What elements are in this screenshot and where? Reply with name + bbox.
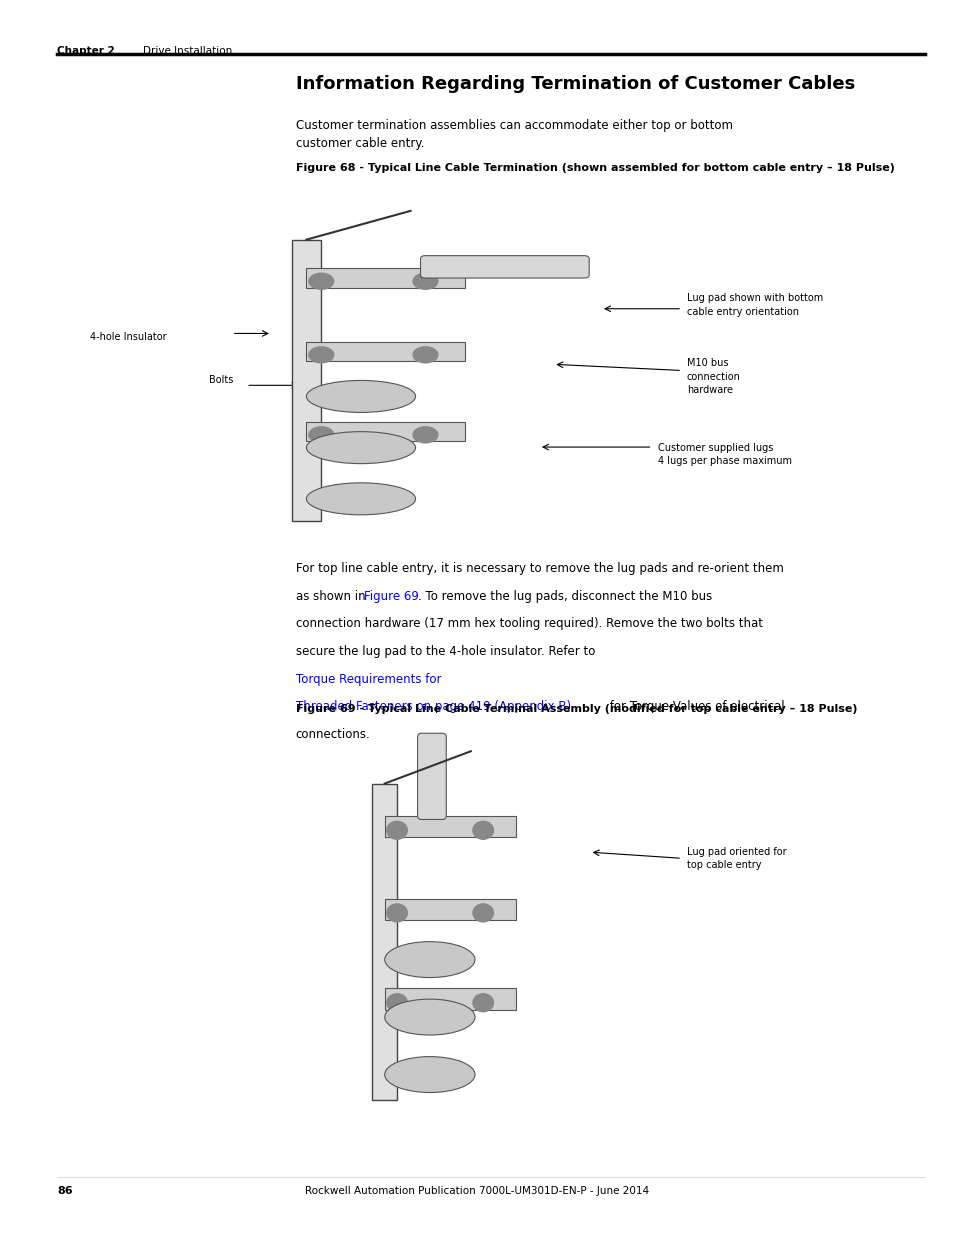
Circle shape xyxy=(413,273,437,289)
Text: Chapter 2: Chapter 2 xyxy=(57,46,115,56)
Bar xyxy=(384,899,516,920)
Circle shape xyxy=(413,347,437,363)
Text: Torque Requirements for: Torque Requirements for xyxy=(295,673,441,685)
Text: For top line cable entry, it is necessary to remove the lug pads and re-orient t: For top line cable entry, it is necessar… xyxy=(295,562,782,576)
Circle shape xyxy=(309,273,334,289)
Circle shape xyxy=(473,994,493,1011)
Text: Drive Installation: Drive Installation xyxy=(143,46,233,56)
Bar xyxy=(372,783,396,1099)
Text: Information Regarding Termination of Customer Cables: Information Regarding Termination of Cus… xyxy=(295,75,854,94)
Bar xyxy=(306,268,465,288)
Circle shape xyxy=(309,427,334,443)
Text: Customer supplied lugs
4 lugs per phase maximum: Customer supplied lugs 4 lugs per phase … xyxy=(658,443,791,466)
Ellipse shape xyxy=(306,432,416,463)
Text: connection hardware (17 mm hex tooling required). Remove the two bolts that: connection hardware (17 mm hex tooling r… xyxy=(295,618,762,630)
Text: Figure 69: Figure 69 xyxy=(364,589,419,603)
FancyBboxPatch shape xyxy=(420,256,589,278)
Text: Rockwell Automation Publication 7000L-UM301D-EN-P - June 2014: Rockwell Automation Publication 7000L-UM… xyxy=(305,1186,648,1195)
Ellipse shape xyxy=(306,380,416,412)
Bar xyxy=(384,988,516,1010)
Ellipse shape xyxy=(384,1057,475,1093)
Ellipse shape xyxy=(384,941,475,978)
Circle shape xyxy=(413,427,437,443)
Bar xyxy=(384,816,516,837)
Circle shape xyxy=(386,904,407,921)
Text: 86: 86 xyxy=(57,1186,72,1195)
Text: Customer termination assemblies can accommodate either top or bottom
customer ca: Customer termination assemblies can acco… xyxy=(295,119,732,149)
Bar xyxy=(306,422,465,441)
Circle shape xyxy=(309,347,334,363)
Bar xyxy=(306,342,465,362)
Circle shape xyxy=(386,821,407,840)
Text: Figure 68 - Typical Line Cable Termination (shown assembled for bottom cable ent: Figure 68 - Typical Line Cable Terminati… xyxy=(295,163,894,173)
FancyBboxPatch shape xyxy=(417,734,446,820)
Text: as shown in: as shown in xyxy=(295,589,369,603)
Circle shape xyxy=(473,904,493,921)
Text: secure the lug pad to the 4-hole insulator. Refer to: secure the lug pad to the 4-hole insulat… xyxy=(295,645,598,658)
Text: Lug pad shown with bottom
cable entry orientation: Lug pad shown with bottom cable entry or… xyxy=(686,294,822,316)
Text: for Torque Values of electrical: for Torque Values of electrical xyxy=(605,700,783,714)
Bar xyxy=(292,240,321,521)
Text: 4-hole Insulator: 4-hole Insulator xyxy=(91,332,167,342)
Circle shape xyxy=(473,821,493,840)
Text: Threaded Fasteners on page 419 (Appendix B): Threaded Fasteners on page 419 (Appendix… xyxy=(295,700,570,714)
Text: M10 bus
connection
hardware: M10 bus connection hardware xyxy=(686,358,740,395)
Text: . To remove the lug pads, disconnect the M10 bus: . To remove the lug pads, disconnect the… xyxy=(417,589,711,603)
Text: Figure 69 - Typical Line Cable Terminal Assembly (modified for top cable entry –: Figure 69 - Typical Line Cable Terminal … xyxy=(295,704,857,714)
Text: Bolts: Bolts xyxy=(209,375,233,385)
Text: connections.: connections. xyxy=(295,727,370,741)
Text: Lug pad oriented for
top cable entry: Lug pad oriented for top cable entry xyxy=(686,847,785,869)
Circle shape xyxy=(386,994,407,1011)
Ellipse shape xyxy=(384,999,475,1035)
Ellipse shape xyxy=(306,483,416,515)
